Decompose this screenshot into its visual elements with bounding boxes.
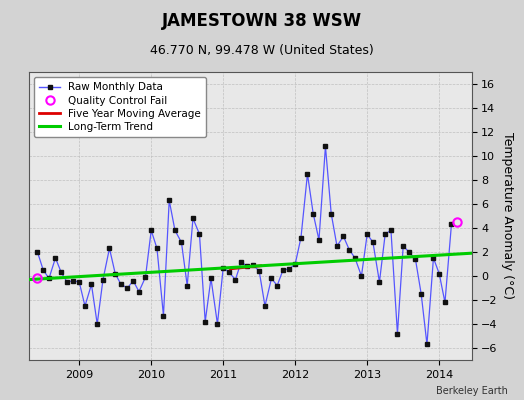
- Text: Berkeley Earth: Berkeley Earth: [436, 386, 508, 396]
- Text: 46.770 N, 99.478 W (United States): 46.770 N, 99.478 W (United States): [150, 44, 374, 57]
- Legend: Raw Monthly Data, Quality Control Fail, Five Year Moving Average, Long-Term Tren: Raw Monthly Data, Quality Control Fail, …: [34, 77, 206, 137]
- Y-axis label: Temperature Anomaly (°C): Temperature Anomaly (°C): [501, 132, 515, 300]
- Text: JAMESTOWN 38 WSW: JAMESTOWN 38 WSW: [162, 12, 362, 30]
